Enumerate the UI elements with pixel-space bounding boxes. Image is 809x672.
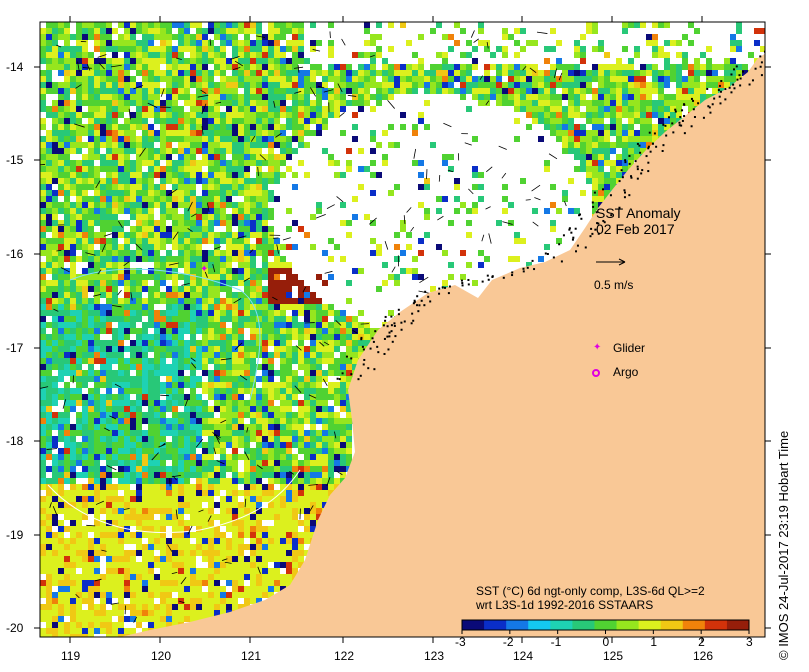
colorbar-segment: [616, 620, 640, 630]
colorbar-segment: [462, 620, 485, 630]
coastline-detail: [336, 50, 765, 381]
y-tick-label: -15: [6, 153, 24, 167]
colorbar-segment: [528, 620, 551, 630]
y-tick-label: -20: [6, 621, 24, 635]
contour-line: [47, 469, 301, 533]
colorbar-segment: [704, 620, 728, 630]
x-tick-label: 126: [693, 649, 713, 663]
colorbar-segment: [572, 620, 595, 630]
y-tick-label: -18: [6, 434, 24, 448]
land-mass: [120, 53, 765, 637]
colorbar-segment: [660, 620, 684, 630]
colorbar-tick-label: 2: [698, 635, 705, 649]
colorbar-caption-line2: wrt L3S-1d 1992-2016 SSTAARS: [475, 598, 653, 612]
colorbar: [462, 620, 750, 630]
colorbar-caption-line1: SST (°C) 6d ngt-only comp, L3S-6d QL>=2: [476, 584, 705, 598]
map-date: 02 Feb 2017: [596, 221, 675, 237]
colorbar-segment: [506, 620, 529, 630]
x-axis: 119 120 121 122 123 124 125 126: [61, 16, 713, 663]
colorbar-tick-label: 3: [746, 635, 753, 649]
colorbar-tick-label: -2: [503, 635, 514, 649]
x-tick-label: 122: [334, 649, 354, 663]
velocity-scale-arrowhead: [618, 258, 626, 266]
glider-marker: ✦: [593, 342, 601, 353]
argo-label: Argo: [613, 365, 639, 379]
y-tick-label: -17: [6, 341, 24, 355]
x-tick-label: 119: [61, 649, 80, 663]
y-tick-label: -19: [6, 528, 24, 542]
colorbar-ticks: -3 -2 -1 0 1 2 3: [455, 630, 753, 649]
colorbar-tick-label: -3: [455, 635, 466, 649]
x-tick-label: 125: [603, 649, 623, 663]
velocity-scale-label: 0.5 m/s: [594, 278, 633, 292]
colorbar-tick-label: 0: [603, 635, 610, 649]
colorbar-tick-label: 1: [650, 635, 657, 649]
y-tick-label: -16: [6, 247, 24, 261]
current-vectors: [40, 30, 567, 623]
y-axis: -14 -15 -16 -17 -18 -19 -20: [6, 60, 771, 635]
colorbar-segment: [726, 620, 750, 630]
glider-label: Glider: [613, 341, 645, 355]
glider-position-marker: ✦: [200, 264, 208, 275]
colorbar-tick-label: -1: [551, 635, 562, 649]
colorbar-segment: [682, 620, 706, 630]
x-tick-label: 120: [151, 649, 171, 663]
credit-text: © IMOS 24-Jul-2017 23:19 Hobart Time: [776, 430, 791, 660]
x-tick-label: 123: [424, 649, 444, 663]
argo-marker: [592, 369, 600, 377]
sst-anomaly-field: [40, 22, 765, 637]
map-frame: [39, 21, 766, 638]
colorbar-segment: [550, 620, 573, 630]
colorbar-segment: [638, 620, 662, 630]
colorbar-segment: [594, 620, 618, 630]
x-tick-label: 124: [513, 649, 533, 663]
contour-line-cyan: [69, 268, 261, 401]
y-tick-label: -14: [6, 60, 24, 74]
colorbar-segment: [484, 620, 507, 630]
map-title: SST Anomaly: [596, 205, 681, 221]
x-tick-label: 121: [241, 649, 261, 663]
